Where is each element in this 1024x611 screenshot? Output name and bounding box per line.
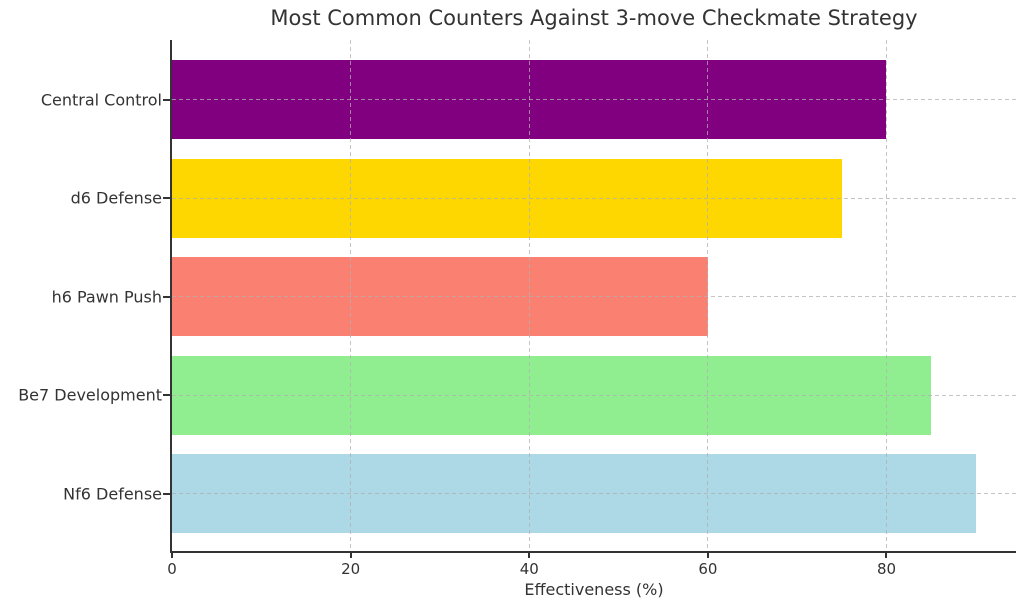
gridline-y-3	[172, 394, 1016, 396]
y-axis-spine	[170, 40, 172, 553]
x-tick-40	[528, 553, 531, 558]
y-tick-label-2: h6 Pawn Push	[51, 287, 162, 306]
y-tick-0	[163, 98, 170, 101]
plot-area: 0 20 40 60 80 Central Control d6 Defense h6 Paw…	[18, 40, 1016, 578]
gridline-x-60	[707, 40, 709, 551]
x-tick-label-20: 20	[341, 560, 361, 578]
x-tick-20	[349, 553, 352, 558]
x-tick-label-80: 80	[876, 560, 897, 578]
y-tick-4	[163, 492, 170, 495]
x-axis-label: Effectiveness (%)	[524, 580, 664, 599]
gridline-x-20	[350, 40, 352, 551]
y-tick-3	[163, 394, 170, 396]
y-tick-label-3: Be7 Development	[18, 385, 162, 405]
x-tick-label-40: 40	[519, 560, 539, 578]
y-tick-label-4: Nf6 Defense	[63, 484, 162, 503]
y-tick-1	[163, 197, 170, 199]
gridline-x-40	[528, 40, 530, 551]
gridline-y-0	[172, 99, 1016, 100]
gridline-y-4	[172, 493, 1016, 494]
gridline-x-80	[885, 40, 887, 551]
x-tick-0	[171, 553, 173, 558]
y-tick-2	[163, 295, 170, 298]
gridline-y-1	[172, 197, 1016, 199]
x-tick-60	[706, 553, 709, 558]
gridline-y-2	[172, 296, 1016, 297]
x-tick-label-0: 0	[167, 560, 177, 578]
chart-title: Most Common Counters Against 3-move Chec…	[270, 6, 918, 30]
x-tick-label-60: 60	[698, 560, 718, 578]
y-tick-label-0: Central Control	[40, 90, 162, 109]
x-axis-spine	[170, 551, 1016, 553]
y-tick-label-1: d6 Defense	[70, 188, 162, 208]
x-tick-80	[885, 553, 888, 558]
